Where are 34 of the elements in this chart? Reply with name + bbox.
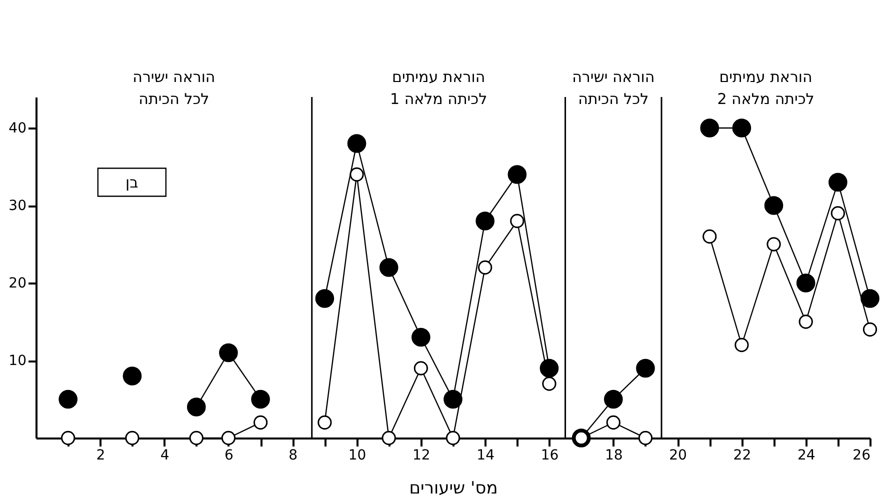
x-tick-label: 14	[476, 448, 495, 464]
point	[125, 430, 140, 446]
x-tick-label: 16	[540, 448, 559, 464]
x-tick-label: 6	[224, 448, 234, 464]
x-tick-label: 24	[797, 448, 816, 464]
point	[253, 415, 268, 430]
annotation: הוראה ישירה לכל הכיתה	[572, 68, 655, 108]
annotation: הוראת עמיתים לכיתה מלאה 1	[390, 68, 488, 108]
x-tick-label: 2	[96, 448, 106, 464]
x-axis-title: מס' שיעורים	[409, 478, 498, 498]
x-tick-label: 8	[288, 448, 298, 464]
x-tick-label: 18	[604, 448, 623, 464]
point	[186, 398, 206, 416]
annotation: הוראה ישירה לכל הכיתה	[132, 68, 216, 108]
x-tick-label: 4	[160, 448, 170, 464]
point	[122, 366, 142, 386]
annotation: הוראת עמיתים לכיתה מלאה 2	[717, 68, 814, 108]
x-tick-label: 26	[852, 448, 871, 464]
point	[636, 358, 655, 378]
y-tick-label: 10	[8, 353, 26, 369]
point	[700, 118, 720, 138]
x-tick-label: 20	[669, 448, 687, 464]
y-tick-label: 40	[8, 120, 26, 136]
annotation: בן	[126, 173, 139, 192]
point	[58, 390, 78, 409]
point	[606, 415, 620, 430]
point	[61, 430, 76, 446]
point	[221, 430, 236, 446]
y-tick-label: 30	[8, 198, 26, 214]
point	[604, 390, 623, 409]
y-tick-label: 20	[8, 276, 26, 292]
x-tick-label: 22	[733, 448, 752, 464]
x-tick-label: 12	[412, 448, 430, 464]
x-tick-label: 10	[348, 448, 366, 464]
